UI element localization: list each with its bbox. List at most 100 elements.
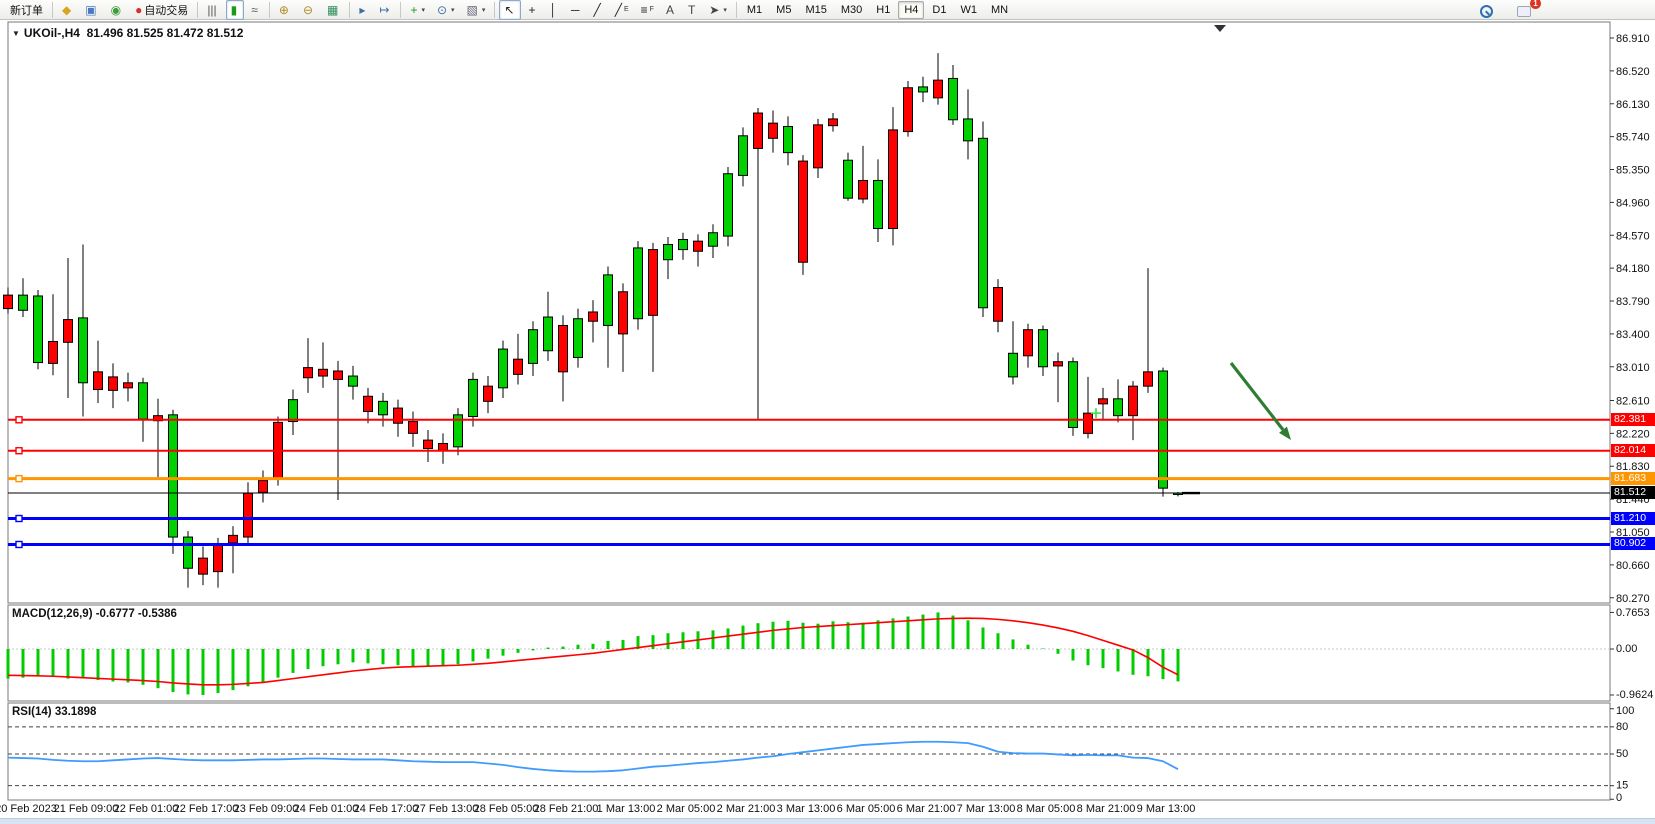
line-anchor-marker[interactable] (15, 540, 23, 549)
timeframe-h1-button[interactable]: H1 (870, 1, 896, 19)
indicators-icon-button[interactable]: + ▾ (405, 0, 430, 20)
dropdown-caret-icon[interactable]: ▾ (421, 6, 425, 14)
date-axis-label: 24 Feb 17:00 (354, 803, 419, 815)
zoom-in-icon-button[interactable]: ⊕ (274, 0, 296, 20)
bar-chart-icon: ||| (207, 2, 217, 17)
candle (753, 107, 763, 420)
date-axis-label: 23 Feb 09:00 (234, 803, 299, 815)
label-icon-button[interactable]: T (683, 0, 702, 20)
channel-icon-button[interactable]: ╱ E (610, 0, 634, 20)
candle (453, 408, 463, 456)
price-line-badge: 80.902 (1611, 537, 1655, 551)
candle (858, 145, 868, 204)
template-icon-button[interactable]: ▧ ▾ (462, 0, 491, 20)
candle (228, 526, 238, 574)
candle (198, 546, 208, 586)
dropdown-caret-icon[interactable]: ▾ (451, 6, 455, 14)
macd-signal-line (7, 617, 1179, 686)
candle (1053, 352, 1063, 403)
cursor-icon-button[interactable]: ↖ (499, 0, 522, 20)
timeframe-m5-button[interactable]: M5 (770, 1, 797, 19)
toolbar: 新订单 ◆ ▣ ◉ ● 自动交易 ||| ▮ ≈ ⊕ ⊖ ▦ ▸ ↦ + ▾ ⊙ ▾ ▧ ▾ ↖ + │ ─ ╱ ╱ E ≡ F A T ➤ ▾… (0, 0, 1655, 20)
chart-shift-marker[interactable] (1214, 25, 1226, 32)
hline-icon-button[interactable]: ─ (566, 0, 587, 20)
line-anchor-marker[interactable] (15, 447, 23, 455)
timeframe-d1-button-label: D1 (932, 3, 947, 16)
date-axis-label: 1 Mar 13:00 (597, 803, 656, 815)
date-axis-label: 22 Feb 01:00 (114, 803, 179, 815)
shapes-icon-button[interactable]: ➤ ▾ (704, 0, 732, 20)
toolbar-separator (400, 1, 402, 18)
chevron-down-icon[interactable]: ▼ (12, 29, 20, 38)
candle (873, 159, 883, 243)
timeframe-m1-button[interactable]: M1 (741, 1, 768, 19)
candle (543, 291, 553, 361)
new-order-button[interactable]: 新订单 (5, 0, 48, 20)
timeframe-m5-button-label: M5 (776, 3, 792, 16)
auto-trading-button[interactable]: ● 自动交易 (130, 0, 193, 20)
toolbar-right-group: 1 (1474, 0, 1541, 21)
chart-shift-icon-button[interactable]: ↦ (374, 0, 396, 20)
rsi-axis-label: 100 (1616, 705, 1634, 717)
candle (1098, 387, 1108, 420)
timeframe-mn-button[interactable]: MN (985, 1, 1014, 19)
zoom-out-icon-button[interactable]: ⊖ (298, 0, 320, 20)
macd-axis-label: 0.7653 (1616, 607, 1650, 619)
timeframe-m15-button[interactable]: M15 (799, 1, 832, 19)
candle (843, 152, 853, 201)
candle (1008, 321, 1018, 385)
vline-icon-button[interactable]: │ (544, 0, 564, 20)
notifications-button[interactable]: 1 (1512, 0, 1541, 21)
price-line-badge: 81.683 (1611, 471, 1655, 485)
timeframe-m30-button[interactable]: M30 (835, 1, 868, 19)
candle (723, 166, 733, 247)
text-icon-button[interactable]: A (661, 0, 681, 20)
navigator-icon-button[interactable]: ◉ (106, 0, 128, 20)
dropdown-caret-icon[interactable]: ▾ (481, 6, 486, 14)
candle (3, 287, 13, 314)
candle (1068, 357, 1078, 436)
timeframe-w1-button-label: W1 (960, 3, 977, 16)
price-axis-tick-label: 80.270 (1616, 593, 1650, 605)
candle (828, 113, 838, 132)
market-watch-icon-button[interactable]: ▣ (80, 0, 103, 20)
candlestick-icon-button[interactable]: ▮ (225, 0, 245, 20)
timeframe-d1-button[interactable]: D1 (926, 1, 952, 19)
candle (498, 340, 508, 398)
date-axis-label: 8 Mar 21:00 (1077, 803, 1136, 815)
candle (783, 116, 793, 166)
market-watch-icon: ▣ (85, 2, 97, 17)
line-anchor-marker[interactable] (15, 474, 23, 483)
arrow-object-head[interactable] (1279, 426, 1291, 440)
chart-canvas[interactable]: 86.910 86.520 86.130 85.740 85.350 84.960 84.5… (0, 20, 1655, 818)
plus-marker (1091, 408, 1101, 419)
candle (123, 372, 133, 402)
date-axis-label: 3 Mar 13:00 (777, 803, 836, 815)
timeframe-h4-button[interactable]: H4 (898, 0, 925, 19)
tile-windows-icon: ▦ (327, 2, 339, 17)
crosshair-icon-button[interactable]: + (523, 0, 542, 20)
macd-pane (7, 604, 1611, 702)
fibonacci-icon-button[interactable]: ≡ F (636, 0, 659, 20)
price-axis-tick-label: 85.740 (1616, 132, 1650, 144)
auto-scroll-icon-button[interactable]: ▸ (354, 0, 372, 20)
line-anchor-marker[interactable] (15, 416, 23, 424)
search-button[interactable] (1475, 1, 1503, 21)
navigator-icon: ◉ (110, 2, 122, 17)
chart-area[interactable]: 86.910 86.520 86.130 85.740 85.350 84.960 84.5… (0, 20, 1655, 818)
candle (618, 283, 628, 372)
bar-chart-icon-button[interactable]: ||| (202, 0, 223, 20)
trendline-icon-button[interactable]: ╱ (589, 0, 608, 20)
line-anchor-marker[interactable] (15, 514, 23, 523)
periods-icon-button[interactable]: ⊙ ▾ (432, 0, 460, 20)
line-chart-icon-button[interactable]: ≈ (246, 0, 265, 20)
rsi-indicator-label: RSI(14) 33.1898 (12, 706, 97, 718)
candle (1128, 381, 1138, 441)
arrow-object[interactable] (1229, 362, 1285, 431)
timeframe-w1-button[interactable]: W1 (954, 1, 983, 19)
dropdown-caret-icon[interactable]: ▾ (723, 6, 727, 14)
candle (708, 224, 718, 259)
profiles-icon-button[interactable]: ◆ (57, 0, 78, 20)
tile-windows-icon-button[interactable]: ▦ (322, 0, 345, 20)
